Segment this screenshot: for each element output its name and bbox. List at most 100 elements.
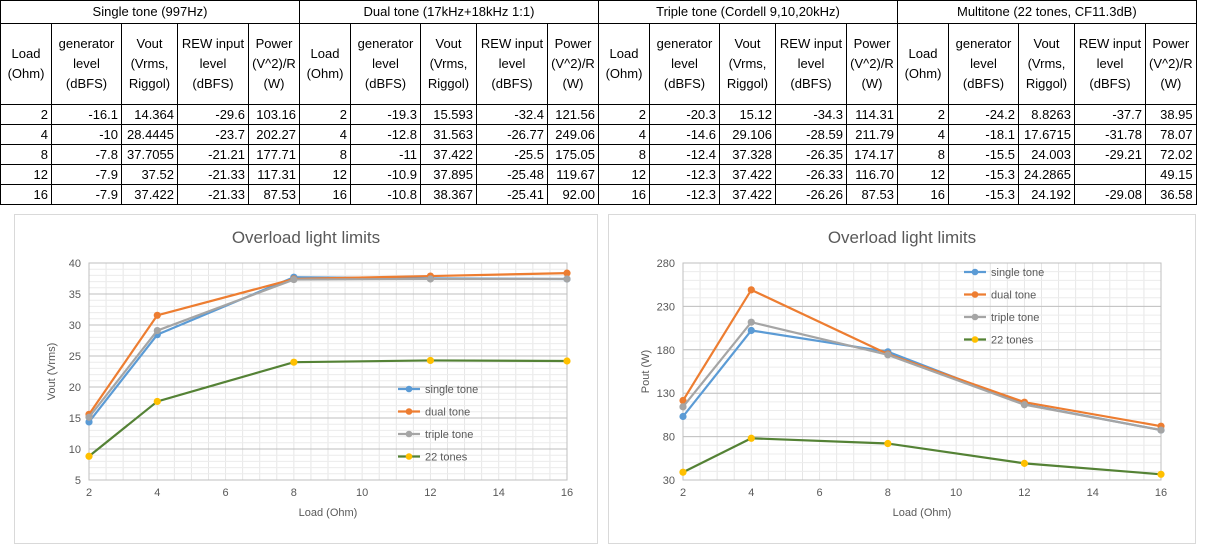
group-header: Multitone (22 tones, CF11.3dB) xyxy=(897,0,1197,24)
column-header: generator level (dBFS) xyxy=(51,23,122,105)
chart-title: Overload light limits xyxy=(232,228,380,247)
table-cell: 15.593 xyxy=(420,104,477,125)
data-point xyxy=(679,412,687,421)
x-tick-label: 12 xyxy=(1018,487,1030,499)
plot-area xyxy=(88,262,568,481)
table-cell: -15.5 xyxy=(948,144,1019,165)
legend-swatch-marker xyxy=(971,291,979,298)
table-cell: -21.33 xyxy=(177,184,249,205)
table-cell: -7.8 xyxy=(51,144,122,165)
y-axis-label: Pout (W) xyxy=(640,350,652,393)
legend-swatch-marker xyxy=(405,430,413,438)
column-header: REW input level (dBFS) xyxy=(177,23,249,105)
table-cell: -21.21 xyxy=(177,144,249,165)
table-cell: -18.1 xyxy=(948,124,1019,145)
pout-chart-svg: Overload light limits 30 80 130 180 230 280 2 4 6… xyxy=(640,228,1167,519)
table-cell: 4 xyxy=(299,124,351,145)
table-cell: 116.70 xyxy=(846,164,898,185)
table-cell: 72.02 xyxy=(1145,144,1197,165)
x-tick-label: 12 xyxy=(424,487,436,499)
results-table: Single tone (997Hz) Dual tone (17kHz+18kH… xyxy=(0,0,1197,205)
column-header: Vout (Vrms, Riggol) xyxy=(719,23,776,105)
y-tick-label: 30 xyxy=(69,320,81,332)
column-header: Power (V^2)/R (W) xyxy=(547,23,599,105)
table-cell: -10.9 xyxy=(350,164,421,185)
column-header: generator level (dBFS) xyxy=(350,23,421,105)
data-point xyxy=(679,396,687,405)
table-cell: 8 xyxy=(0,144,52,165)
legend-swatch-marker xyxy=(405,408,413,415)
data-point xyxy=(563,357,571,365)
x-tick-label: 8 xyxy=(291,487,297,499)
series-triple-tone xyxy=(85,275,571,421)
table-cell: -10 xyxy=(51,124,122,145)
data-point xyxy=(884,351,892,359)
vout-chart-svg: Overload light limits 5 10 15 20 25 30 35 40 2 4 6 8… xyxy=(46,228,573,519)
table-cell: 4 xyxy=(897,124,949,145)
table-cell: 38.95 xyxy=(1145,104,1197,125)
y-tick-label: 80 xyxy=(663,432,675,444)
table-cell: 37.895 xyxy=(420,164,477,185)
vout-chart: Overload light limits 5 10 15 20 25 30 35 40 2 4 6 8… xyxy=(14,214,598,544)
x-tick-label: 10 xyxy=(356,487,368,499)
table-cell: 4 xyxy=(0,124,52,145)
table-cell: -15.3 xyxy=(948,184,1019,205)
table-cell: 114.31 xyxy=(846,104,898,125)
y-tick-label: 15 xyxy=(69,413,81,425)
table-cell: -25.41 xyxy=(476,184,548,205)
data-point xyxy=(1020,459,1029,467)
table-cell: 2 xyxy=(897,104,949,125)
table-cell: 12 xyxy=(897,164,949,185)
y-tick-label: 230 xyxy=(657,301,675,313)
group-header: Dual tone (17kHz+18kHz 1:1) xyxy=(299,0,599,24)
data-point xyxy=(290,275,298,284)
table-cell: 202.27 xyxy=(248,124,300,145)
data-point xyxy=(747,286,755,294)
table-cell: 16 xyxy=(897,184,949,205)
table-cell: 36.58 xyxy=(1145,184,1197,205)
table-row: 12 -7.9 37.52 -21.33 117.31 12 -10.9 37.895 -25.… xyxy=(0,164,1197,185)
x-tick-label: 2 xyxy=(86,487,92,499)
table-row: 4 -10 28.4445 -23.7 202.27 4 -12.8 31.563 -26.77… xyxy=(0,124,1197,145)
table-cell: -23.7 xyxy=(177,124,249,145)
table-cell: 8.8263 xyxy=(1018,104,1075,125)
table-cell: 78.07 xyxy=(1145,124,1197,145)
y-tick-label: 280 xyxy=(657,258,675,270)
table-cell: -15.3 xyxy=(948,164,1019,185)
table-cell: 2 xyxy=(0,104,52,125)
table-cell: 37.328 xyxy=(719,144,776,165)
x-tick-label: 4 xyxy=(748,487,754,499)
table-row: 16 -7.9 37.422 -21.33 87.53 16 -10.8 38.367 -25.… xyxy=(0,184,1197,205)
table-cell: -12.4 xyxy=(649,144,720,165)
table-cell: -19.3 xyxy=(350,104,421,125)
table-cell: -10.8 xyxy=(350,184,421,205)
table-cell: 37.422 xyxy=(121,184,178,205)
table-cell: 17.6715 xyxy=(1018,124,1075,145)
y-tick-label: 180 xyxy=(657,345,675,357)
column-header: generator level (dBFS) xyxy=(948,23,1019,105)
table-cell: 24.2865 xyxy=(1018,164,1075,185)
table-cell: 12 xyxy=(0,164,52,185)
legend-swatch-marker xyxy=(405,453,413,460)
legend-label: single tone xyxy=(991,267,1044,279)
pout-chart: Overload light limits 30 80 130 180 230 280 2 4 6… xyxy=(608,214,1196,544)
data-point xyxy=(85,413,93,421)
series-22-tones xyxy=(679,434,1165,478)
table-cell: -26.33 xyxy=(775,164,847,185)
x-tick-label: 6 xyxy=(223,487,229,499)
data-point xyxy=(85,452,93,460)
legend-label: triple tone xyxy=(425,429,473,441)
series-triple-tone xyxy=(679,318,1165,434)
data-point xyxy=(747,326,755,335)
table-cell: 177.71 xyxy=(248,144,300,165)
x-tick-label: 16 xyxy=(561,487,573,499)
table-cell: 14.364 xyxy=(121,104,178,125)
table-cell: 121.56 xyxy=(547,104,599,125)
table-cell: 87.53 xyxy=(248,184,300,205)
table-row: 8 -7.8 37.7055 -21.21 177.71 8 -11 37.422 -25.5 1… xyxy=(0,144,1197,165)
data-point xyxy=(1157,426,1165,434)
column-header: Load (Ohm) xyxy=(299,23,351,105)
column-header: REW input level (dBFS) xyxy=(1074,23,1146,105)
table-cell: -25.5 xyxy=(476,144,548,165)
table-cell: 249.06 xyxy=(547,124,599,145)
